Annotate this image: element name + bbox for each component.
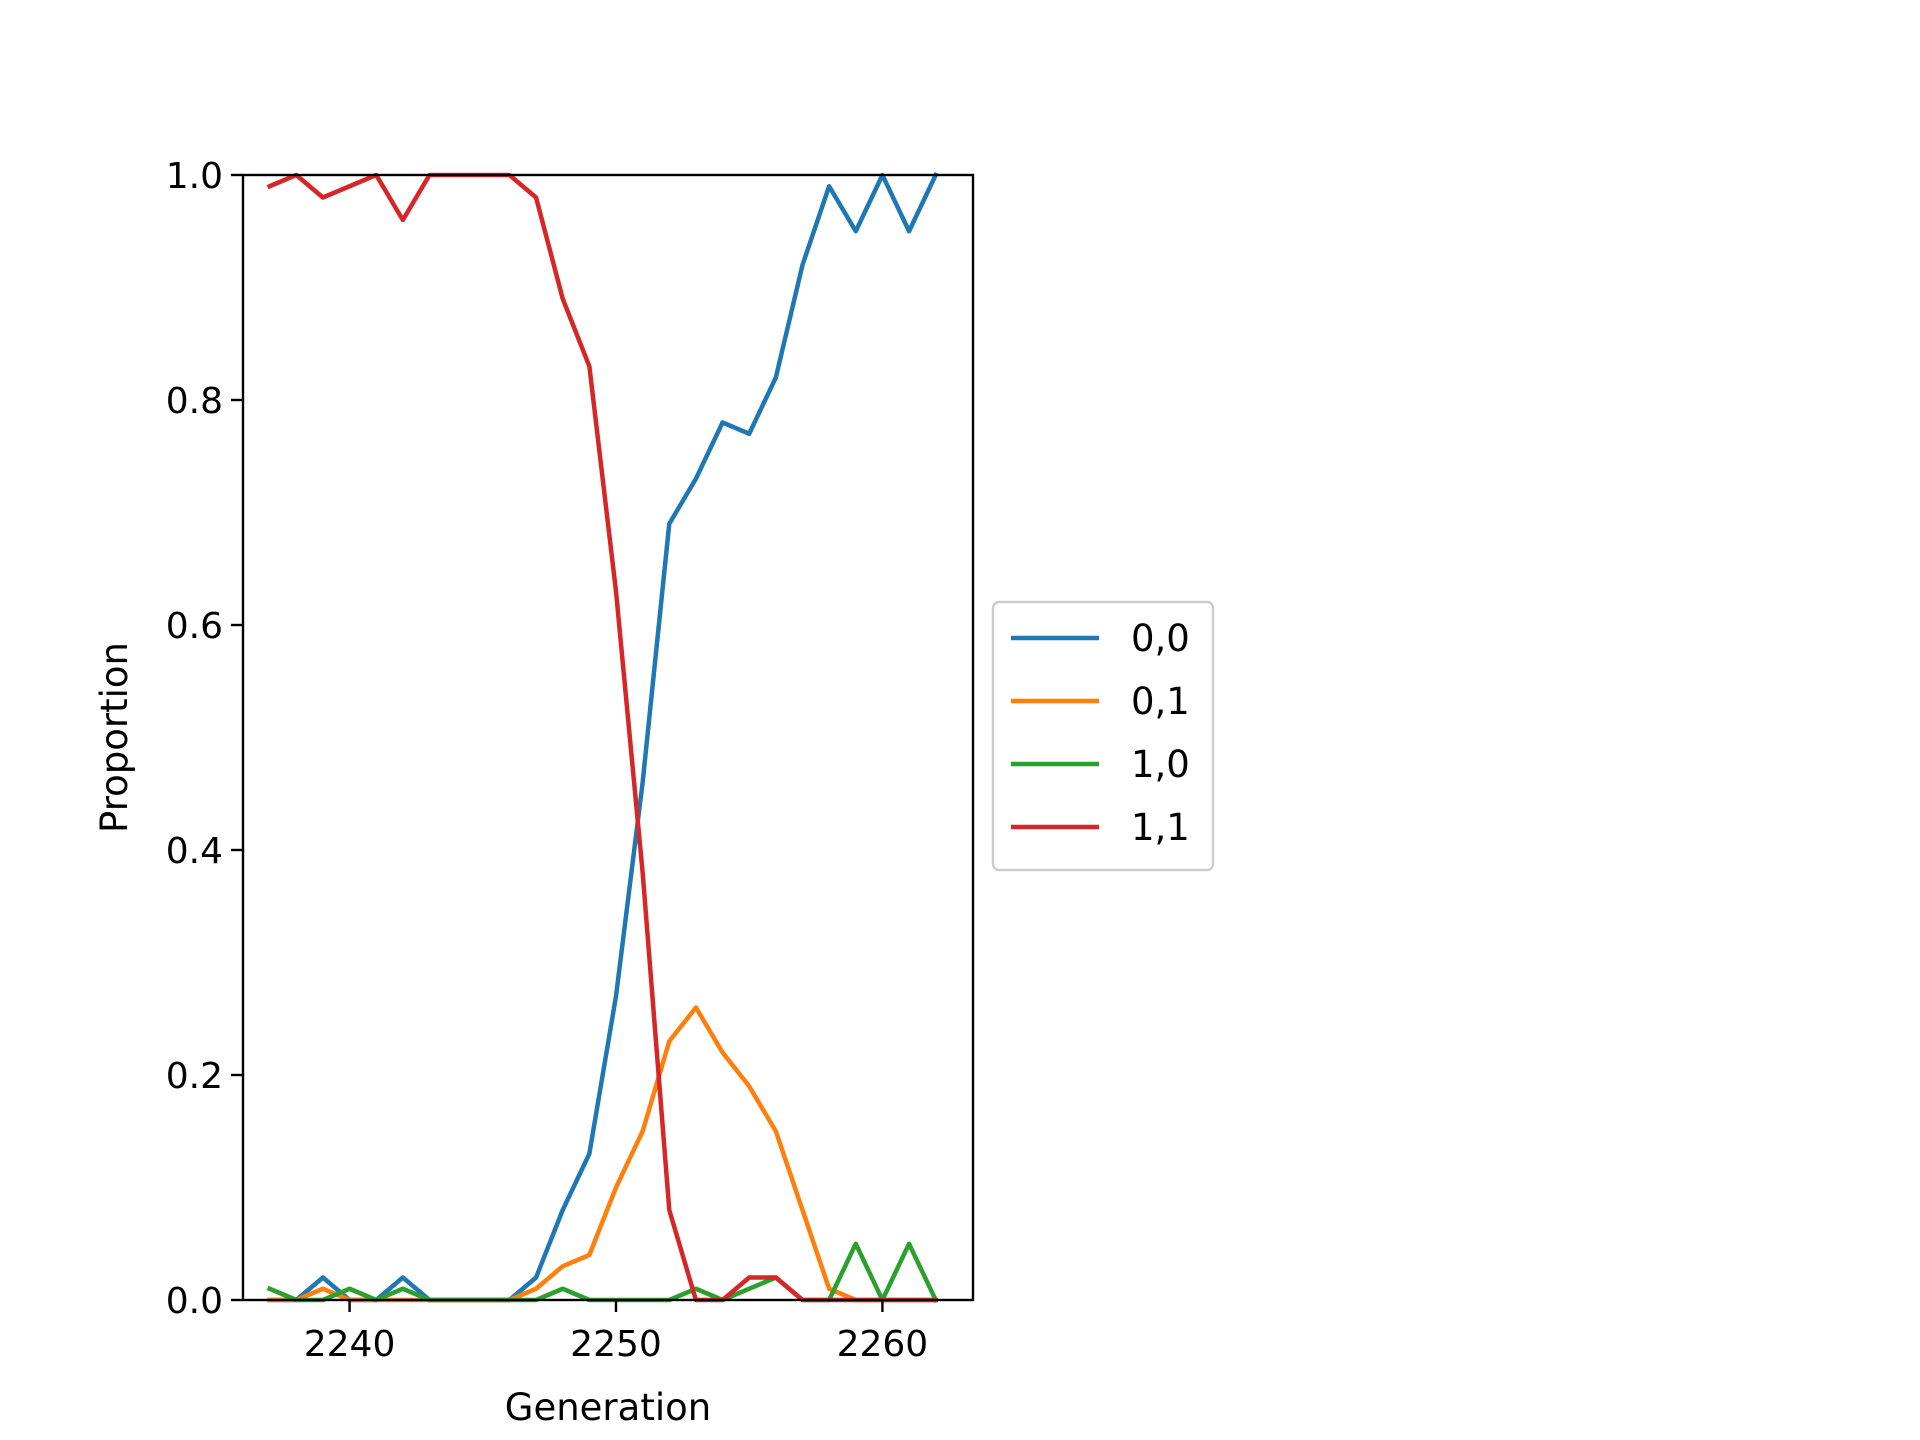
- x-axis: 2240 2250 2260: [304, 1300, 928, 1365]
- axes-frame: [241, 173, 975, 1302]
- y-tick-label: 0.6: [166, 606, 223, 647]
- legend-label: 0,0: [1131, 617, 1190, 660]
- y-axis-title: Proportion: [93, 642, 136, 833]
- x-axis-title: Generation: [505, 1386, 711, 1429]
- legend-label: 0,1: [1131, 680, 1190, 723]
- y-tick-label: 0.4: [166, 831, 223, 872]
- legend-frame: [991, 600, 1215, 872]
- legend: 0,0 0,1 1,0 1,1: [991, 600, 1215, 872]
- y-tick-label: 0.8: [166, 381, 223, 422]
- legend-label: 1,0: [1131, 743, 1190, 786]
- y-axis: 0.0 0.2 0.4 0.6 0.8 1.0: [166, 156, 243, 1322]
- legend-label: 1,1: [1131, 806, 1190, 849]
- y-tick-label: 0.0: [166, 1281, 223, 1322]
- plot-area: [241, 172, 975, 1303]
- y-tick-label: 1.0: [166, 156, 223, 197]
- x-tick-label: 2260: [837, 1324, 929, 1365]
- x-tick-label: 2240: [304, 1324, 396, 1365]
- x-tick-label: 2250: [570, 1324, 662, 1365]
- y-tick-label: 0.2: [166, 1056, 223, 1097]
